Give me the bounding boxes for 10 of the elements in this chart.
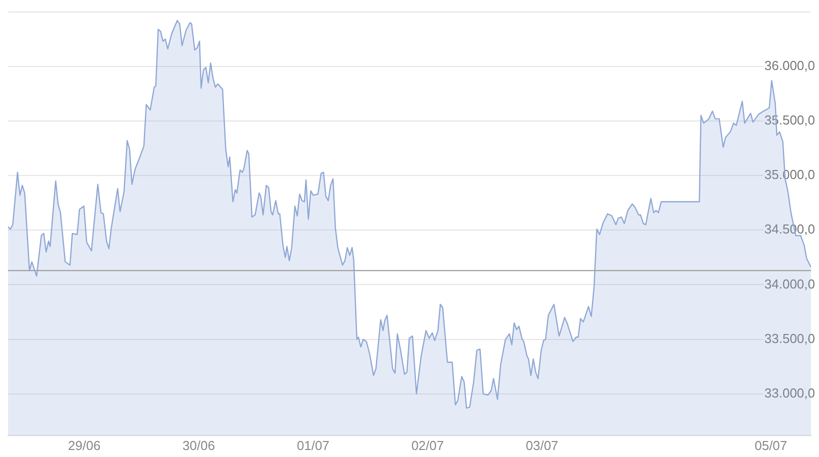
x-tick-label: 29/06 [68,438,101,453]
x-tick-label: 01/07 [296,438,330,453]
x-tick-label: 03/07 [526,438,558,453]
y-tick-label: 33.000,0 [764,385,815,400]
x-tick-label: 02/07 [411,438,444,453]
y-tick-label: 36.000,0 [764,58,815,73]
x-tick-label: 30/06 [182,438,215,453]
x-tick-label: 05/07 [754,438,788,453]
y-tick-label: 34.000,0 [764,276,815,292]
y-tick-label: 33.500,0 [764,330,815,346]
